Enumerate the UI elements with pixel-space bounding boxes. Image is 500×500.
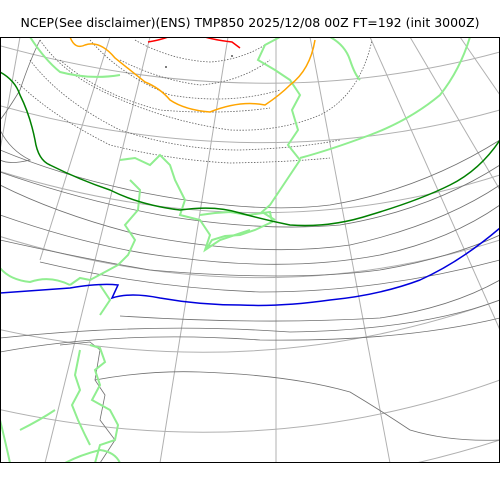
isotherm-blue [0, 227, 500, 307]
isotherm-green [0, 71, 500, 227]
small-markers [165, 55, 233, 68]
thin-contours [0, 39, 500, 463]
map-panel [0, 37, 500, 463]
dotted-contours [14, 39, 373, 164]
map-title: NCEP(See disclaimer)(ENS) TMP850 2025/12… [20, 15, 480, 30]
meridian-lines [0, 37, 500, 463]
coastlines [0, 37, 471, 463]
isotherm-orange [69, 37, 316, 113]
weather-map [0, 37, 500, 463]
